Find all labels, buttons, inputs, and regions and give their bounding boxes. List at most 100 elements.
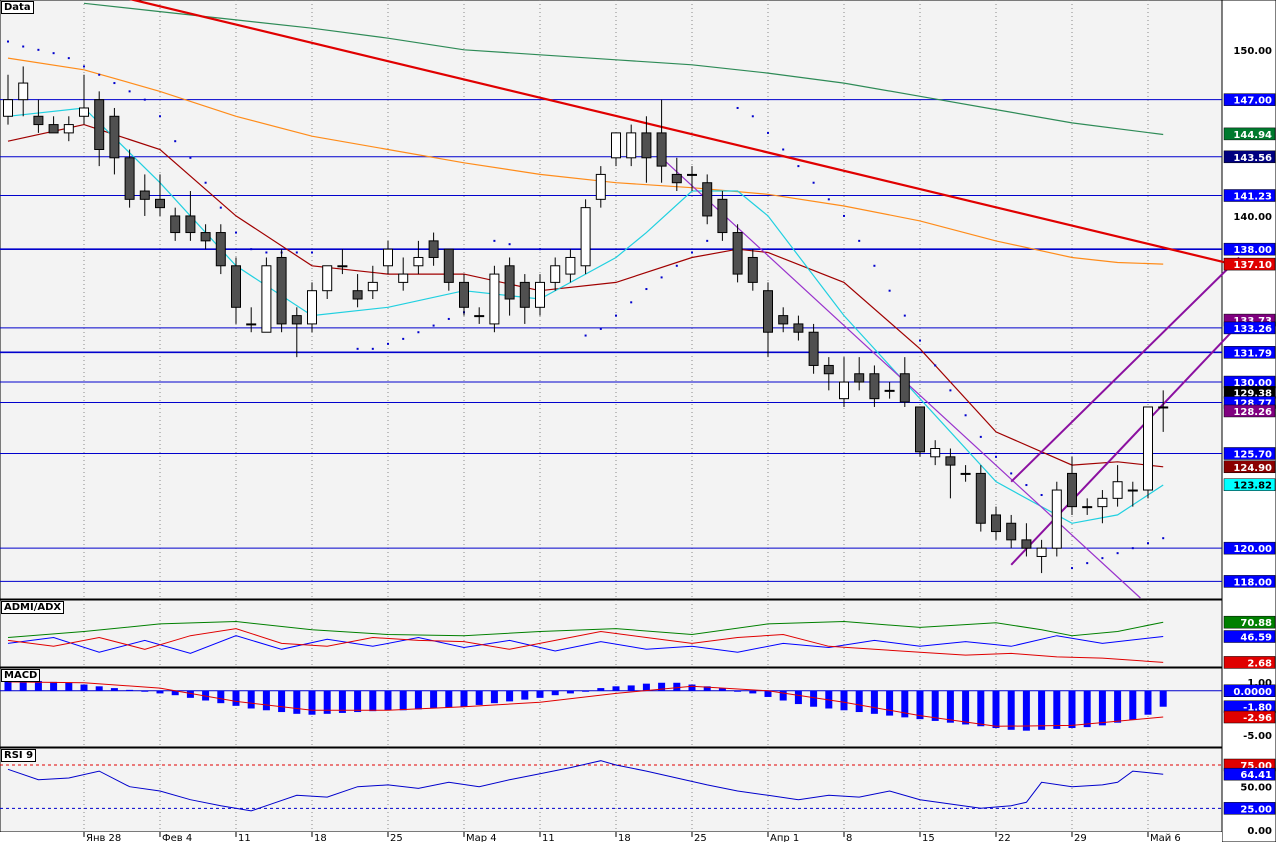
macd-histogram-bar [323, 690, 331, 714]
candle-body [200, 232, 211, 242]
macd-histogram-bar [126, 689, 134, 691]
axis-tag-box [1223, 656, 1276, 669]
admi-series-line [7, 628, 1164, 663]
axis-tag-box [1223, 346, 1276, 359]
candle-body [793, 323, 804, 333]
sar-dot [767, 131, 769, 134]
candle [717, 191, 728, 241]
sar-dot [797, 165, 800, 168]
price-axis-tag: 140.00 [1224, 209, 1275, 223]
macd-axis-tag: 0.0000 [1223, 684, 1276, 698]
price-axis-tag: 131.79 [1223, 346, 1276, 359]
candle-body [276, 256, 287, 325]
candle [261, 257, 272, 333]
time-tick-label: Янв 28 [86, 833, 121, 842]
sar-dot [706, 239, 709, 242]
candle-body [1006, 522, 1017, 541]
candle [1082, 498, 1093, 515]
macd-histogram-bar [308, 690, 316, 715]
candle [1036, 539, 1047, 574]
candle [185, 191, 196, 241]
macd-histogram-bar [642, 683, 650, 691]
sar-dot [599, 327, 602, 330]
sar-dot [919, 339, 921, 342]
candle-body [717, 198, 728, 234]
admi-series-line [7, 635, 1164, 654]
candle-body [945, 456, 956, 466]
rsi-axis-tag: 25.00 [1223, 802, 1276, 815]
macd-histogram-bar [931, 690, 939, 721]
sar-dot [493, 239, 496, 242]
macd-histogram-bar [95, 686, 103, 691]
sar-dot [827, 198, 830, 201]
candle-body [823, 364, 834, 375]
axis-tag-label: 138.00 [1233, 245, 1272, 256]
axis-tag-box [1224, 43, 1275, 56]
macd-histogram-bar [779, 690, 787, 701]
candle-body [1021, 539, 1032, 549]
red-trendline [129, 0, 1240, 267]
candle [869, 365, 880, 407]
axis-tag-box [1223, 404, 1276, 418]
candle-body [747, 256, 758, 283]
axis-tag-box [1223, 478, 1276, 491]
candle-body [307, 290, 317, 325]
macd-histogram-bar [627, 685, 635, 691]
axis-tag-label: -1.80 [1243, 703, 1272, 714]
macd-histogram-bar [1083, 690, 1091, 728]
candle [443, 248, 454, 291]
sar-dot [691, 251, 693, 254]
macd-histogram-bar [1098, 690, 1106, 726]
sar-dot [7, 40, 9, 43]
candle-body [413, 256, 424, 267]
candle-body [443, 248, 454, 283]
axis-tag-box [1223, 460, 1276, 474]
candle [747, 249, 758, 291]
sar-dot [888, 289, 891, 292]
price-panel [0, 0, 1223, 600]
macd-histogram-bar [992, 690, 1000, 729]
macd-histogram-bar [658, 682, 666, 691]
sar-dot [782, 148, 785, 151]
candle [535, 274, 545, 316]
sar-dot [371, 347, 374, 350]
macd-histogram-bar [977, 690, 985, 727]
macd-histogram-bar [551, 690, 559, 696]
axis-tag-label: -5.00 [1243, 731, 1272, 742]
rsi-panel [0, 747, 1223, 833]
macd-histogram-bar [810, 690, 818, 707]
axis-tag-label: 131.79 [1233, 348, 1272, 359]
macd-histogram-bar [338, 690, 346, 713]
macd-histogram-bar [65, 682, 73, 691]
admi-axis-tag: 2.68 [1223, 656, 1276, 669]
candle [504, 257, 515, 316]
macd-histogram-bar [688, 684, 696, 691]
axis-tag-box [1223, 189, 1276, 202]
axis-tag-box [1223, 321, 1276, 335]
sar-dot [508, 243, 511, 246]
candle-body [687, 173, 697, 176]
axis-tag-label: 50.00 [1240, 783, 1272, 794]
sar-dot [843, 214, 845, 217]
candle [671, 157, 682, 192]
candle [94, 91, 105, 167]
macd-histogram-bar [1114, 690, 1122, 723]
macd-axis-tag: -1.80 [1223, 700, 1276, 714]
sar-dot [903, 314, 906, 317]
candle-body [291, 315, 302, 325]
macd-histogram-bar [34, 680, 42, 691]
sar-dot [67, 57, 70, 60]
price-axis-tag: 144.94 [1223, 127, 1276, 141]
sar-dot [1162, 537, 1165, 540]
macd-axis-tag: -2.96 [1223, 710, 1276, 724]
candle [839, 357, 849, 407]
sar-dot [539, 248, 541, 251]
candle [200, 224, 211, 250]
time-tick-label: Май 6 [1150, 833, 1181, 842]
macd-histogram-bar [1022, 690, 1030, 731]
candle-body [519, 281, 530, 308]
sar-dot [174, 140, 177, 143]
sar-dot [584, 334, 587, 337]
candle [246, 307, 257, 333]
